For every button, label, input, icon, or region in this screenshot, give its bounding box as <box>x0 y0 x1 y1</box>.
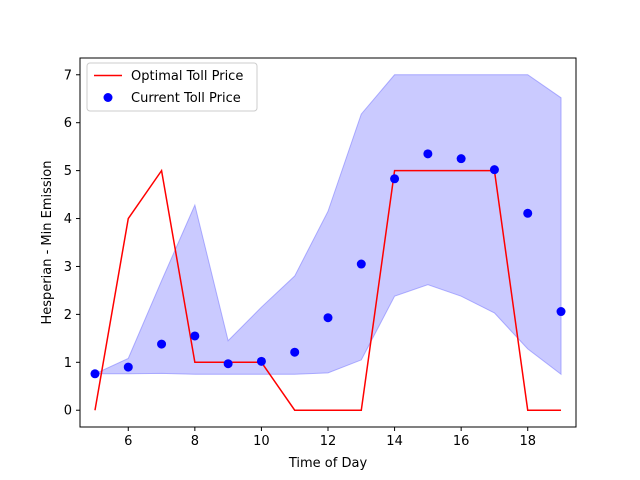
y-tick-label: 7 <box>64 68 72 83</box>
current-toll-point <box>323 313 333 323</box>
x-tick-label: 16 <box>453 434 470 449</box>
y-tick-label: 0 <box>64 404 72 419</box>
current-toll-point <box>90 369 100 379</box>
x-tick-label: 8 <box>191 434 199 449</box>
current-toll-point <box>390 174 400 184</box>
current-toll-point <box>123 362 133 372</box>
legend-label-current: Current Toll Price <box>131 91 241 106</box>
x-axis-label: Time of Day <box>288 456 368 471</box>
current-toll-point <box>489 165 499 175</box>
legend-box <box>86 62 258 112</box>
current-toll-point <box>523 208 533 218</box>
current-toll-point <box>456 154 466 164</box>
current-toll-point <box>223 359 233 369</box>
legend: Optimal Toll Price Current Toll Price <box>86 62 258 112</box>
y-tick-label: 3 <box>64 260 72 275</box>
current-toll-point <box>356 259 366 269</box>
current-toll-point <box>556 307 566 317</box>
current-toll-point <box>190 331 200 341</box>
current-toll-point <box>157 339 167 349</box>
optimal-toll-line <box>94 168 562 411</box>
current-toll-point <box>256 356 266 366</box>
legend-marker-swatch <box>103 93 113 102</box>
y-tick-label: 5 <box>64 164 72 179</box>
plot-area <box>90 74 566 411</box>
legend-label-optimal: Optimal Toll Price <box>131 69 243 84</box>
y-tick-label: 4 <box>64 212 72 227</box>
current-toll-point <box>290 347 300 357</box>
x-tick-label: 18 <box>519 434 536 449</box>
range-band <box>94 74 562 376</box>
y-tick-label: 2 <box>64 308 72 323</box>
y-tick-label: 1 <box>64 356 72 371</box>
x-tick-label: 12 <box>320 434 337 449</box>
x-tick-label: 14 <box>386 434 403 449</box>
x-tick-label: 6 <box>124 434 132 449</box>
current-toll-point <box>423 149 433 159</box>
x-tick-label: 10 <box>253 434 270 449</box>
y-axis-label: Hesperian - Min Emission <box>40 161 55 325</box>
y-tick-label: 6 <box>64 116 72 131</box>
